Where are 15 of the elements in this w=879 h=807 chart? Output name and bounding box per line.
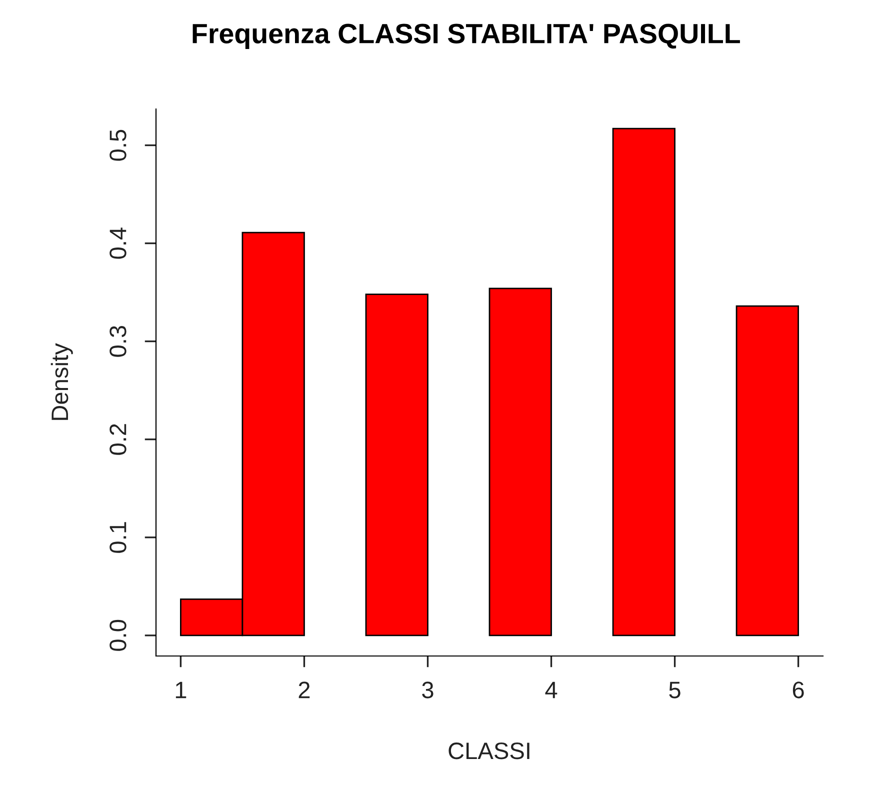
y-tick-label: 0.1	[110, 522, 126, 553]
x-tick-label: 4	[545, 682, 558, 698]
x-tick-label: 3	[422, 682, 434, 698]
y-tick-label: 0.3	[110, 326, 126, 357]
y-tick-label: 0.0	[110, 620, 126, 651]
x-tick-label: 6	[792, 682, 804, 698]
x-tick-label: 2	[298, 682, 310, 698]
chart-title: Frequenza CLASSI STABILITA' PASQUILL	[192, 24, 740, 49]
x-axis-title: CLASSI	[448, 742, 530, 760]
y-tick-label: 0.2	[110, 424, 126, 455]
x-tick-label: 1	[176, 682, 186, 698]
y-tick-label: 0.5	[110, 130, 126, 161]
y-axis-title: Density	[50, 343, 73, 420]
x-tick-label: 5	[669, 682, 680, 698]
y-tick-label: 0.4	[110, 228, 126, 259]
